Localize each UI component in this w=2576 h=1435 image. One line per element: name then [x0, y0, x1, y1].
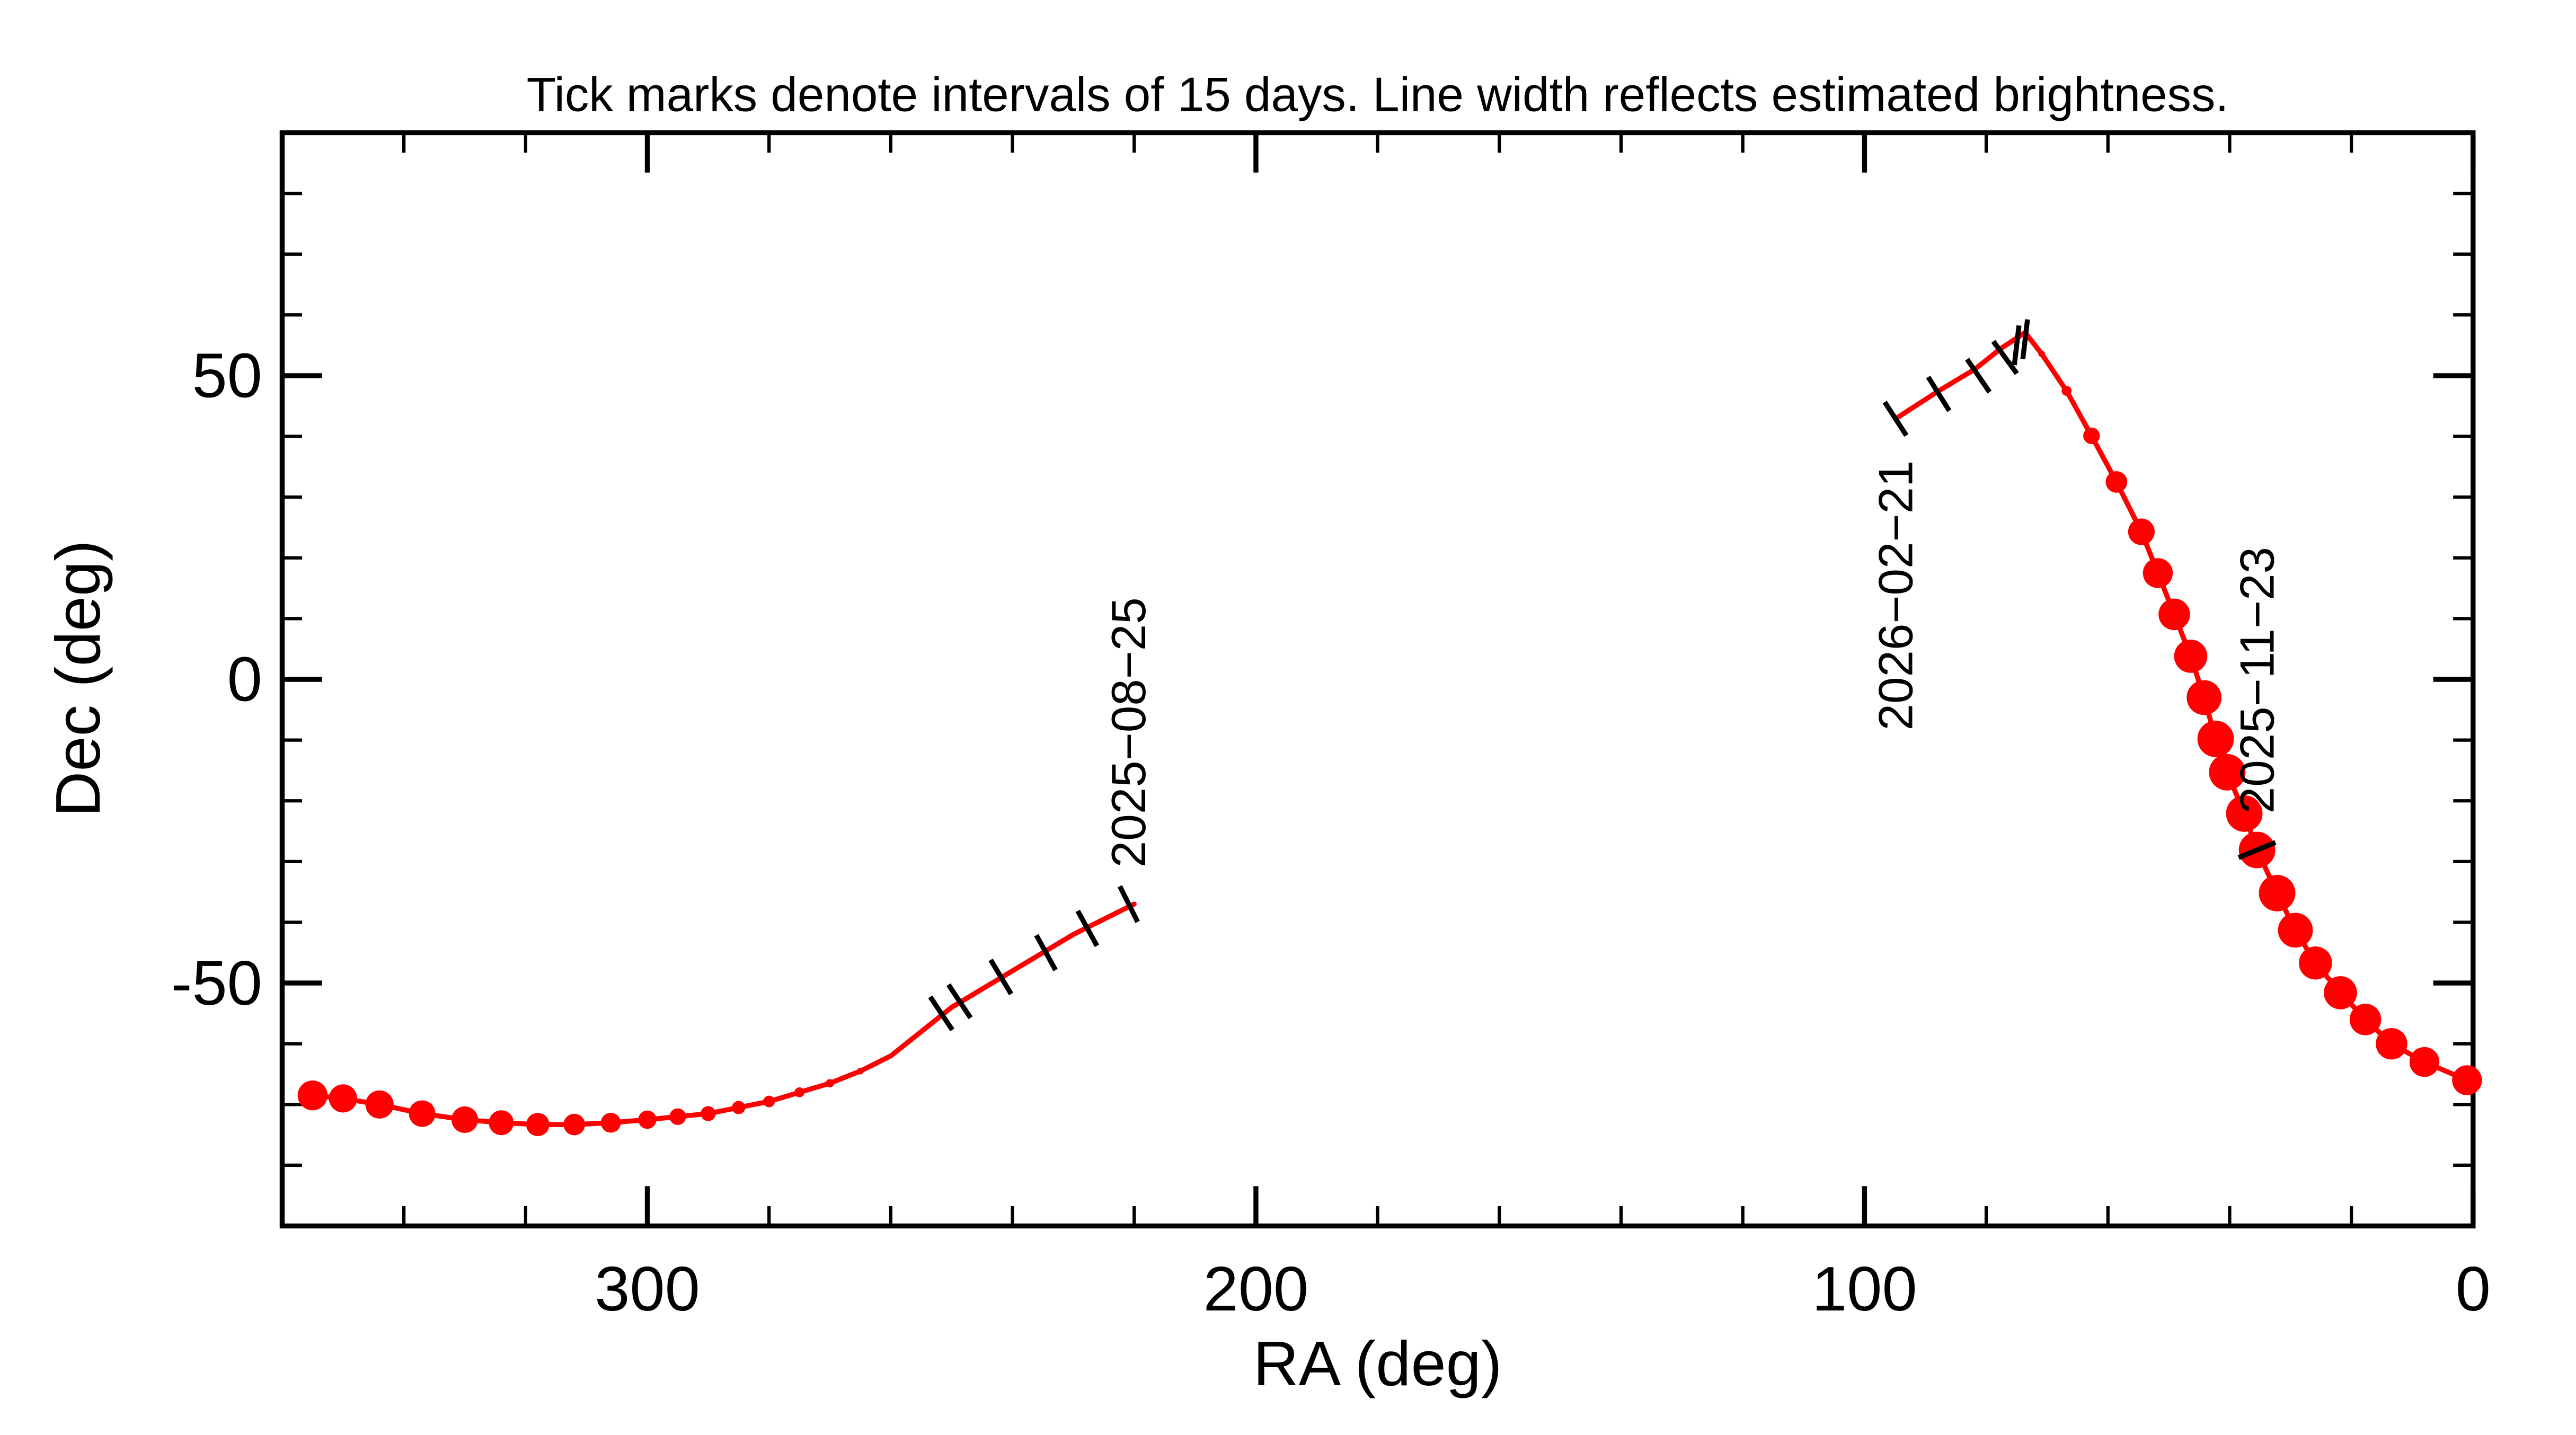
x-tick-label: 100: [1812, 1254, 1917, 1324]
y-tick-label: -50: [171, 948, 262, 1018]
track-point: [2226, 795, 2263, 832]
track-point: [2197, 720, 2234, 757]
track-point: [2083, 427, 2100, 445]
interval-tick: [1926, 375, 1952, 412]
track-point: [669, 1108, 686, 1125]
track-line: [312, 329, 2468, 1127]
track-point: [297, 1080, 328, 1111]
track-point: [2143, 558, 2173, 588]
track-point: [2209, 754, 2246, 791]
track-point: [701, 1106, 716, 1121]
track-point: [2324, 976, 2357, 1009]
interval-tick: [2012, 325, 2022, 366]
interval-tick: [1965, 358, 1992, 394]
track-point: [2038, 350, 2045, 357]
track-point: [732, 1101, 746, 1114]
track-point: [2409, 1047, 2440, 1077]
x-tick-label: 0: [2456, 1254, 2491, 1324]
track-point: [857, 1068, 864, 1075]
track-point: [763, 1095, 775, 1108]
x-tick-label: 200: [1203, 1254, 1309, 1324]
track-point: [2259, 875, 2296, 911]
interval-tick: [1034, 934, 1058, 971]
track-point: [2376, 1027, 2407, 1060]
plot-frame: [279, 130, 2476, 1229]
track-point: [2128, 518, 2155, 545]
interval-tick: [1075, 909, 1100, 947]
track-point: [2186, 680, 2222, 715]
track-point: [2158, 598, 2190, 631]
x-axis-label: RA (deg): [1253, 1328, 1502, 1399]
track-point: [2174, 640, 2208, 673]
track-point: [329, 1084, 357, 1113]
track-point: [949, 1005, 954, 1010]
y-tick-label: 50: [192, 341, 262, 411]
interval-tick: [988, 958, 1014, 996]
date-label: 2025−08−25: [1102, 597, 1156, 867]
track-point: [365, 1090, 394, 1119]
x-tick-label: 300: [595, 1254, 700, 1324]
interval-tick: [1117, 885, 1140, 923]
track-point: [2299, 946, 2332, 980]
track-point: [2349, 1004, 2382, 1035]
track-point: [888, 1053, 893, 1059]
track-point: [563, 1113, 586, 1136]
track-point: [1131, 901, 1137, 907]
interval-tick: [928, 995, 954, 1032]
track-point: [2105, 471, 2128, 493]
track-point: [409, 1100, 436, 1127]
track-point: [1010, 968, 1015, 973]
track-point: [2278, 913, 2313, 948]
date-label: 2026−02−21: [1869, 460, 1923, 731]
track-point: [918, 1029, 924, 1034]
track-point: [1070, 932, 1076, 937]
track-point: [794, 1087, 805, 1097]
track-point: [826, 1079, 834, 1088]
track-point: [600, 1112, 621, 1133]
chart-title: Tick marks denote intervals of 15 days. …: [527, 68, 2229, 122]
date-label: 2025−11−23: [2230, 547, 2284, 813]
track-point: [451, 1106, 479, 1133]
interval-tick: [2020, 319, 2030, 360]
interval-tick: [1991, 340, 2019, 375]
track-point: [526, 1113, 550, 1137]
track-point: [638, 1110, 657, 1129]
y-axis-label: Dec (deg): [43, 540, 113, 817]
interval-tick: [946, 983, 973, 1020]
interval-tick: [1882, 401, 1909, 437]
track-point: [489, 1110, 514, 1136]
y-tick-label: 0: [227, 644, 262, 715]
track-point: [2452, 1065, 2482, 1095]
interval-tick: [2237, 840, 2277, 860]
track-point: [2061, 386, 2072, 396]
